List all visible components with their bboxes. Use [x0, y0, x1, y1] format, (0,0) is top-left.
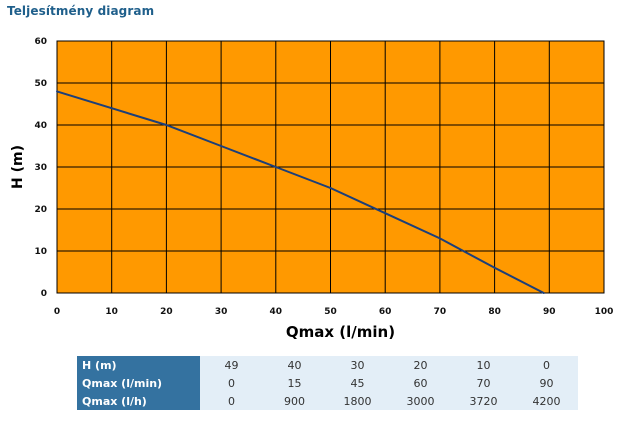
x-tick-label: 40	[270, 307, 283, 317]
table-cell: 0	[515, 356, 578, 374]
x-tick-label: 0	[54, 307, 60, 317]
table-row: H (m) 49 40 30 20 10 0	[77, 356, 578, 374]
x-tick-label: 20	[160, 307, 173, 317]
y-tick-label: 10	[34, 247, 47, 257]
data-point	[220, 145, 223, 147]
table-row-header: Qmax (l/min)	[77, 374, 200, 392]
y-tick-label: 60	[34, 37, 47, 47]
y-tick-label: 30	[34, 163, 47, 173]
table-row: Qmax (l/h) 0 900 1800 3000 3720 4200	[77, 392, 578, 410]
grid	[56, 40, 605, 294]
y-tick-label: 40	[34, 121, 47, 131]
data-table: H (m) 49 40 30 20 10 0 Qmax (l/min) 0 15…	[77, 356, 578, 410]
table-row: Qmax (l/min) 0 15 45 60 70 90	[77, 374, 578, 392]
table-cell: 30	[326, 356, 389, 374]
table-cell: 1800	[326, 392, 389, 410]
x-tick-label: 90	[543, 307, 556, 317]
series-line	[56, 90, 545, 294]
data-point	[542, 292, 545, 294]
table-cell: 90	[515, 374, 578, 392]
y-axis-title: H (m)	[10, 145, 26, 189]
table-cell: 10	[452, 356, 515, 374]
table-cell: 900	[263, 392, 326, 410]
data-point	[274, 166, 277, 168]
data-point	[110, 107, 113, 110]
x-tick-label: 30	[215, 307, 228, 317]
x-tick-label: 50	[324, 307, 337, 317]
table-cell: 15	[263, 374, 326, 392]
x-tick-label: 70	[434, 307, 447, 317]
table-cell: 4200	[515, 392, 578, 410]
page-title: Teljesítmény diagram	[7, 4, 155, 18]
table-cell: 20	[389, 356, 452, 374]
data-point	[438, 237, 441, 240]
data-point	[56, 90, 58, 93]
data-points	[56, 90, 545, 294]
data-point	[384, 212, 387, 215]
table-cell: 3000	[389, 392, 452, 410]
x-tick-label: 100	[595, 307, 614, 317]
data-point	[329, 187, 332, 189]
x-tick-label: 10	[105, 307, 118, 317]
table-cell: 49	[200, 356, 263, 374]
performance-chart: 0 10 20 30 40 50 60 70 80 90 100 0 10 20 30 40 50 60 H (m…	[10, 37, 613, 341]
x-axis-title: Qmax (l/min)	[286, 323, 395, 341]
table-cell: 45	[326, 374, 389, 392]
x-tick-label: 60	[379, 307, 392, 317]
data-point	[165, 124, 168, 126]
tick-labels: 0 10 20 30 40 50 60 70 80 90 100 0 10 20 30 40 50 60	[34, 37, 613, 317]
table-row-header: Qmax (l/h)	[77, 392, 200, 410]
table-cell: 0	[200, 392, 263, 410]
table-cell: 60	[389, 374, 452, 392]
y-tick-label: 50	[34, 79, 47, 89]
table-cell: 0	[200, 374, 263, 392]
table-cell: 40	[263, 356, 326, 374]
y-tick-label: 0	[41, 289, 47, 299]
data-point	[493, 266, 496, 269]
table-row-header: H (m)	[77, 356, 200, 374]
x-tick-label: 80	[488, 307, 501, 317]
table-cell: 70	[452, 374, 515, 392]
y-tick-label: 20	[34, 205, 47, 215]
table-cell: 3720	[452, 392, 515, 410]
